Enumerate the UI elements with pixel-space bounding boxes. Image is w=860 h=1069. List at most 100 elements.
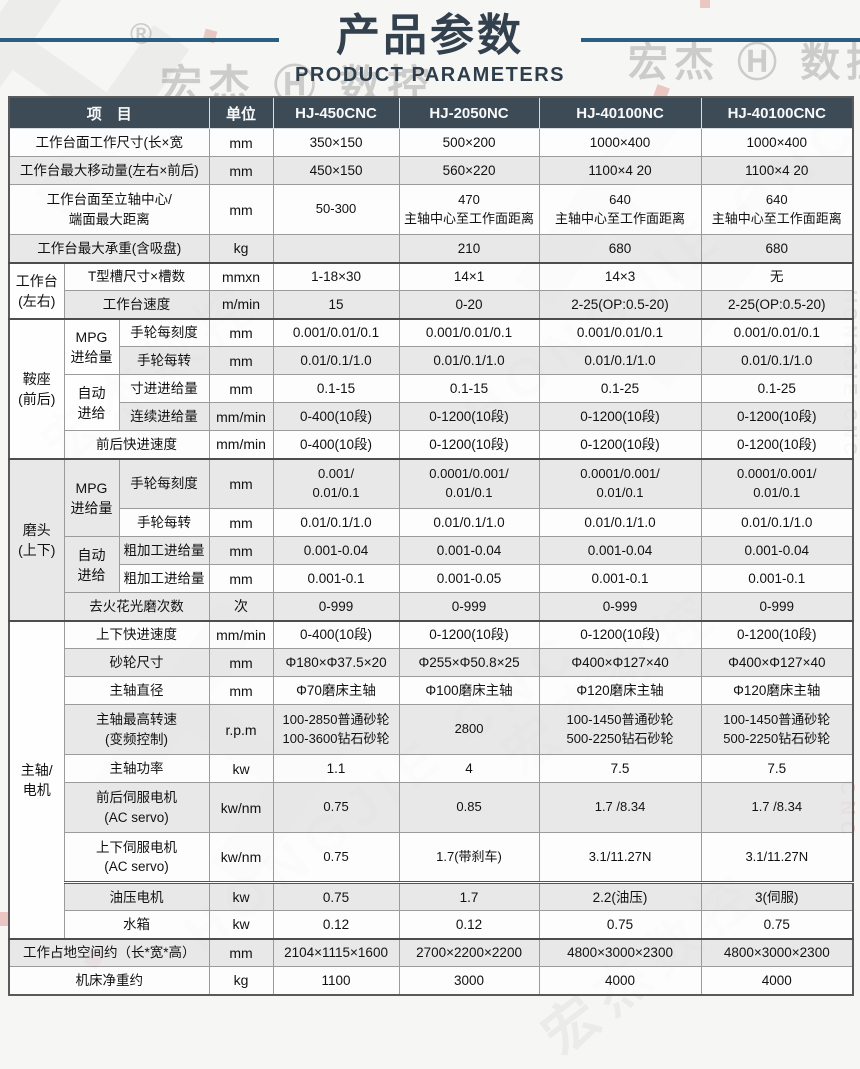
unit-cell: kg	[208, 234, 274, 264]
table-row: 工作台 (左右) T型槽尺寸×槽数 mmxn 1-18×30 14×1 14×3 无	[8, 261, 854, 320]
value-cell: 2-25(OP:0.5-20)	[700, 290, 854, 320]
value-cell: Φ70磨床主轴	[272, 676, 400, 706]
value-cell: 100-1450普通砂轮 500-2250钻石砂轮	[538, 704, 702, 756]
item-name-cell: 上下快进速度	[63, 619, 210, 650]
unit-cell: mm	[208, 676, 274, 706]
table-header-row: 项 目 单位 HJ-450CNC HJ-2050NC HJ-40100NC HJ…	[8, 96, 854, 130]
value-cell: 1.7 /8.34	[700, 782, 854, 834]
value-cell: 3(伺服)	[700, 881, 854, 912]
unit-cell: mm	[208, 457, 274, 510]
value-cell: 0.001-0.1	[538, 564, 702, 594]
value-cell: 0.1-15	[398, 374, 540, 404]
value-cell: 3.1/11.27N	[538, 832, 702, 884]
value-cell: 0.12	[398, 910, 540, 940]
value-cell: 0-999	[272, 592, 400, 622]
table-row: 工作台面至立轴中心/ 端面最大距离 mm 50-300 470 主轴中心至工作面距离 6…	[8, 184, 854, 236]
value-cell: 100-1450普通砂轮 500-2250钻石砂轮	[700, 704, 854, 756]
value-cell: 7.5	[538, 754, 702, 784]
table-row: 工作台最大移动量(左右×前后) mm 450×150 560×220 1100×4 20…	[8, 156, 854, 186]
value-cell: 0.75	[538, 910, 702, 940]
item-name-cell: 主轴功率	[63, 754, 210, 784]
unit-cell: mm	[208, 156, 274, 186]
unit-cell: kw	[208, 754, 274, 784]
value-cell: 560×220	[398, 156, 540, 186]
table-row: 主轴直径 mm Φ70磨床主轴 Φ100磨床主轴 Φ120磨床主轴 Φ120磨床主轴	[9, 676, 854, 706]
value-cell: 0.0001/0.001/ 0.01/0.1	[398, 457, 540, 510]
item-name-cell: 前后伺服电机 (AC servo)	[63, 782, 210, 834]
value-cell: 0-999	[398, 592, 540, 622]
subgroup-label-cell: MPG 进给量	[63, 317, 120, 376]
value-cell: 0-999	[700, 592, 854, 622]
table-row: 砂轮尺寸 mm Φ180×Φ37.5×20 Φ255×Φ50.8×25 Φ400×Φ12…	[9, 648, 854, 678]
table-row: 手轮每转 mm 0.01/0.1/1.0 0.01/0.1/1.0 0.01/0.1/1…	[9, 346, 854, 376]
value-cell: 15	[272, 290, 400, 320]
unit-cell: mm	[208, 564, 274, 594]
value-cell: 0.01/0.1/1.0	[272, 346, 400, 376]
value-cell: 0-1200(10段)	[700, 619, 854, 650]
value-cell: 0.01/0.1/1.0	[538, 346, 702, 376]
value-cell: 7.5	[700, 754, 854, 784]
unit-cell: r.p.m	[208, 704, 274, 756]
unit-cell: 次	[208, 592, 274, 622]
value-cell: 2-25(OP:0.5-20)	[538, 290, 702, 320]
table-row: 水箱 kw 0.12 0.12 0.75 0.75	[9, 910, 854, 940]
value-cell: 0-1200(10段)	[398, 619, 540, 650]
value-cell: 0.001/0.01/0.1	[272, 317, 400, 348]
item-name-cell: 工作台速度	[63, 290, 210, 320]
title-rule-right	[580, 38, 860, 42]
table-row: 工作占地空间约（长*宽*高） mm 2104×1115×1600 2700×2200×…	[8, 937, 854, 968]
subgroup-label-cell: MPG 进给量	[63, 457, 120, 538]
table-row: 工作台最大承重(含吸盘) kg 210 680 680	[8, 234, 854, 264]
value-cell: 4800×3000×2300	[700, 937, 854, 968]
title-block: 产品参数 PRODUCT PARAMETERS	[295, 11, 565, 87]
value-cell: 1.7	[398, 881, 540, 912]
item-name-cell: T型槽尺寸×槽数	[63, 261, 210, 292]
item-name-cell: 手轮每转	[118, 508, 210, 538]
value-cell: 4	[398, 754, 540, 784]
value-cell: 500×200	[398, 128, 540, 158]
unit-cell: mm	[208, 374, 274, 404]
value-cell: Φ400×Φ127×40	[700, 648, 854, 678]
column-header-model-1: HJ-450CNC	[272, 96, 400, 130]
item-name-cell: 去火花光磨次数	[63, 592, 210, 622]
item-name-cell: 工作台最大承重(含吸盘)	[8, 234, 210, 264]
value-cell: Φ100磨床主轴	[398, 676, 540, 706]
value-cell: 0.001-0.05	[398, 564, 540, 594]
table-row: 手轮每转 mm 0.01/0.1/1.0 0.01/0.1/1.0 0.01/0.1/1…	[9, 508, 854, 538]
unit-cell: mmxn	[208, 261, 274, 292]
value-cell: 1100×4 20	[700, 156, 854, 186]
unit-cell: mm	[208, 128, 274, 158]
value-cell: 0-400(10段)	[272, 430, 400, 460]
value-cell: 0-1200(10段)	[700, 430, 854, 460]
value-cell: 450×150	[272, 156, 400, 186]
item-name-cell: 上下伺服电机 (AC servo)	[63, 832, 210, 884]
value-cell: 0.75	[700, 910, 854, 940]
column-header-model-4: HJ-40100CNC	[700, 96, 854, 130]
table-row: 去火花光磨次数次 0-999 0-999 0-999 0-999	[9, 592, 854, 622]
item-name-cell: 主轴最高转速 (变频控制)	[63, 704, 210, 756]
item-name-cell: 粗加工进给量	[118, 536, 210, 566]
value-cell: 640 主轴中心至工作面距离	[538, 184, 702, 236]
table-row: 前后伺服电机 (AC servo) kw/nm 0.75 0.85 1.7 /8.34 1…	[9, 782, 854, 834]
value-cell: Φ255×Φ50.8×25	[398, 648, 540, 678]
value-cell: 0.001-0.04	[398, 536, 540, 566]
value-cell: Φ120磨床主轴	[538, 676, 702, 706]
value-cell: 0.75	[272, 881, 400, 912]
item-name-cell: 砂轮尺寸	[63, 648, 210, 678]
page-title: 产品参数	[336, 11, 524, 60]
value-cell: 2104×1115×1600	[272, 937, 400, 968]
item-name-cell: 工作台面工作尺寸(长×宽	[8, 128, 210, 158]
unit-cell: mm/min	[208, 619, 274, 650]
column-header-unit: 单位	[208, 96, 274, 130]
value-cell: 0.001-0.04	[700, 536, 854, 566]
value-cell: 0.001-0.04	[538, 536, 702, 566]
row-group-label-cell: 磨头 (上下)	[8, 457, 65, 622]
value-cell: 470 主轴中心至工作面距离	[398, 184, 540, 236]
value-cell	[272, 234, 400, 264]
unit-cell: mm	[208, 648, 274, 678]
value-cell: 2700×2200×2200	[398, 937, 540, 968]
value-cell: 1100×4 20	[538, 156, 702, 186]
value-cell: 640 主轴中心至工作面距离	[700, 184, 854, 236]
value-cell: 0-400(10段)	[272, 619, 400, 650]
unit-cell: mm	[208, 317, 274, 348]
